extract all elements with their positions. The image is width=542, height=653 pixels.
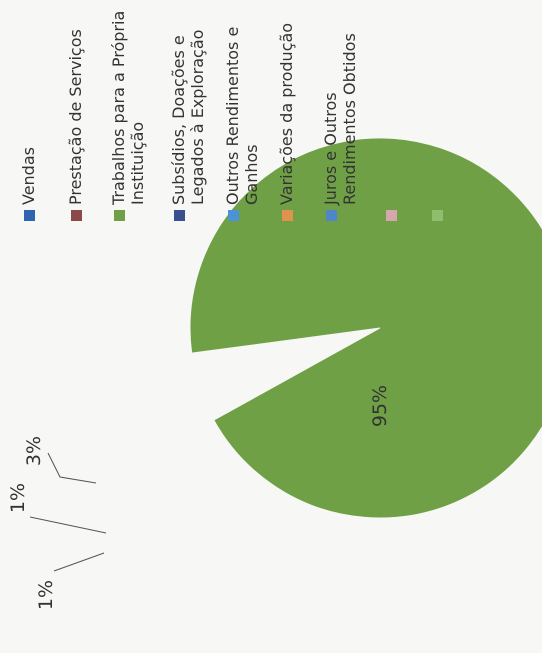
legend-label: Legados à Exploração bbox=[188, 30, 207, 205]
legend-label: Juros e Outros bbox=[321, 92, 340, 206]
legend-label: Rendimentos Obtidos bbox=[340, 33, 359, 205]
legend-swatch bbox=[432, 210, 443, 221]
legend-label: Ganhos bbox=[242, 144, 261, 205]
legend-entry bbox=[432, 210, 443, 221]
legend-swatch bbox=[282, 210, 293, 221]
legend-entry bbox=[386, 210, 397, 221]
legend-label: Trabalhos para a Própria bbox=[109, 11, 128, 206]
legend-entry: Prestação de Serviços bbox=[66, 29, 85, 221]
data-label: 3% bbox=[23, 436, 45, 466]
pie-slices bbox=[189, 137, 542, 519]
legend-entry: Variações da produção bbox=[277, 23, 296, 221]
data-label: 1% bbox=[35, 580, 57, 610]
data-labels: 95% 3% 1% 1% bbox=[7, 385, 391, 610]
legend-swatch bbox=[114, 210, 125, 221]
data-label: 1% bbox=[7, 483, 29, 513]
leader-lines bbox=[29, 452, 107, 572]
legend-label: Vendas bbox=[19, 147, 38, 205]
pie-slice bbox=[189, 137, 542, 519]
leader-line bbox=[47, 452, 97, 484]
legend-entry: Vendas bbox=[19, 147, 38, 221]
legend-label: Prestação de Serviços bbox=[66, 29, 85, 205]
legend-label: Subsídios, Doações e bbox=[169, 35, 188, 205]
legend-swatch bbox=[71, 210, 82, 221]
legend-label: Outros Rendimentos e bbox=[223, 27, 242, 205]
leader-line bbox=[53, 552, 105, 572]
legend-entry: Subsídios, Doações e Legados à Exploração bbox=[169, 30, 207, 221]
legend: Vendas Prestação de Serviços Trabalhos par… bbox=[19, 11, 443, 221]
legend-swatch bbox=[326, 210, 337, 221]
leader-line bbox=[29, 516, 107, 534]
legend-swatch bbox=[386, 210, 397, 221]
legend-entry: Trabalhos para a Própria Instituição bbox=[109, 11, 147, 221]
legend-swatch bbox=[228, 210, 239, 221]
legend-label: Instituição bbox=[128, 122, 147, 205]
legend-entry: Juros e Outros Rendimentos Obtidos bbox=[321, 33, 359, 221]
data-label: 95% bbox=[369, 385, 391, 427]
legend-swatch bbox=[174, 210, 185, 221]
legend-label: Variações da produção bbox=[277, 23, 296, 205]
legend-swatch bbox=[24, 210, 35, 221]
legend-entry: Outros Rendimentos e Ganhos bbox=[223, 27, 261, 221]
